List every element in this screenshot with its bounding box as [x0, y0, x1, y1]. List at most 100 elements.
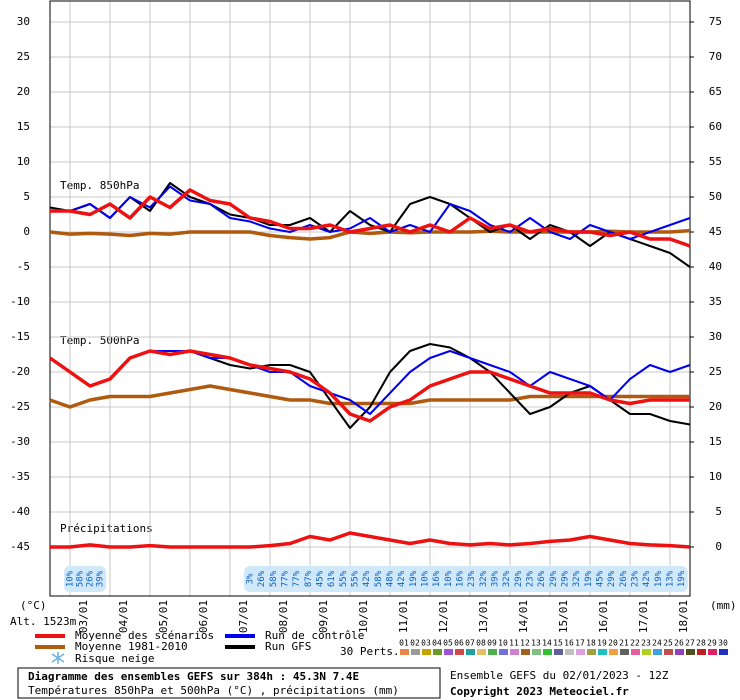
y-tick-label: -10 — [10, 295, 30, 308]
x-tick-label: 11/01 — [397, 600, 410, 633]
x-tick-label: 10/01 — [357, 600, 370, 633]
line-500 — [49, 384, 690, 409]
perturbation-swatch — [455, 649, 464, 655]
perturbation-swatch — [510, 649, 519, 655]
x-tick-label: 17/01 — [637, 600, 650, 633]
snow-risk-label: 26% — [86, 570, 96, 587]
perturbation-swatch — [576, 649, 585, 655]
snow-risk-label: 55% — [351, 570, 361, 587]
perturbation-label: 08 — [476, 639, 486, 648]
perturbation-label: 17 — [575, 639, 585, 648]
perturbation-label: 25 — [663, 639, 673, 648]
snow-risk-label: 32% — [479, 570, 489, 587]
snow-risk-label: 42% — [642, 570, 652, 587]
y2-tick-label: 30 — [709, 330, 722, 343]
y-tick-label: -30 — [10, 435, 30, 448]
snow-risk-label: 26% — [537, 570, 547, 587]
perturbation-swatch — [708, 649, 717, 655]
y-tick-label: -40 — [10, 505, 30, 518]
snow-risk-label: 39% — [96, 570, 106, 587]
snow-risk-label: 16% — [432, 570, 442, 587]
y2-tick-label: 50 — [709, 190, 722, 203]
snow-risk-label: 29% — [561, 570, 571, 587]
y2-tick-label: 55 — [709, 155, 722, 168]
snow-risk-label: 77% — [292, 570, 302, 587]
y-tick-label: -45 — [10, 540, 30, 553]
snow-risk-label: 29% — [549, 570, 559, 587]
snow-risk-label: 87% — [304, 570, 314, 587]
perturbation-swatch — [543, 649, 552, 655]
panel-label: Temp. 850hPa — [60, 179, 139, 192]
x-tick-label: 18/01 — [677, 600, 690, 633]
y2-tick-label: 5 — [715, 505, 722, 518]
line-500 — [48, 349, 690, 423]
perturbation-swatch — [521, 649, 530, 655]
snow-risk-label: 45% — [596, 570, 606, 587]
perturbation-label: 06 — [454, 639, 464, 648]
perturbation-swatch — [565, 649, 574, 655]
perturbation-label: 05 — [443, 639, 453, 648]
snow-risk-label: 58% — [76, 570, 86, 587]
footer-box — [17, 667, 441, 699]
perturbation-label: 07 — [465, 639, 475, 648]
perturbation-swatch — [400, 649, 409, 655]
snow-risk-label: 55% — [339, 570, 349, 587]
x-tick-label: 14/01 — [517, 600, 530, 633]
x-tick-label: 09/01 — [317, 600, 330, 633]
perturbation-swatch — [422, 649, 431, 655]
perturbation-label: 28 — [696, 639, 706, 648]
line-850 — [50, 188, 691, 248]
perturbation-label: 22 — [630, 639, 640, 648]
y2-tick-label: 10 — [709, 470, 722, 483]
snow-risk-label: 19% — [654, 570, 664, 587]
perturbation-swatch — [609, 649, 618, 655]
snow-risk-label: 29% — [514, 570, 524, 587]
perturbation-swatch — [686, 649, 695, 655]
snow-risk-label: 13% — [666, 570, 676, 587]
snow-risk-label: 42% — [362, 570, 372, 587]
legend-label: Run GFS — [265, 640, 311, 653]
snow-risk-label: 61% — [327, 570, 337, 587]
x-tick-label: 12/01 — [437, 600, 450, 633]
perturbation-label: 16 — [564, 639, 574, 648]
snow-risk-label: 26% — [257, 570, 267, 587]
y2-tick-label: 70 — [709, 50, 722, 63]
y2-tick-label: 60 — [709, 120, 722, 133]
y2-tick-label: 20 — [709, 400, 722, 413]
snow-risk-label: 42% — [397, 570, 407, 587]
y-tick-label: 20 — [17, 85, 30, 98]
y2-tick-label: 40 — [709, 260, 722, 273]
run-info: Ensemble GEFS du 02/01/2023 - 12Z — [450, 669, 669, 682]
snow-risk-label: 3% — [246, 573, 256, 584]
perturbation-swatch — [499, 649, 508, 655]
y-tick-label: 5 — [23, 190, 30, 203]
perturbation-label: 20 — [608, 639, 618, 648]
perturbations-label: 30 Perts. — [340, 645, 400, 658]
perturbation-label: 24 — [652, 639, 662, 648]
perturbation-swatch — [675, 649, 684, 655]
snow-risk-label: 23% — [467, 570, 477, 587]
y-axis-unit: (°C) — [20, 599, 47, 612]
y2-tick-label: 65 — [709, 85, 722, 98]
y-tick-label: 15 — [17, 120, 30, 133]
perturbation-label: 21 — [619, 639, 629, 648]
snow-risk-label: 29% — [607, 570, 617, 587]
legend-label: Moyenne des scénarios — [75, 629, 214, 642]
snow-risk-label: 19% — [677, 570, 687, 587]
perturbation-swatch — [532, 649, 541, 655]
perturbation-label: 09 — [487, 639, 497, 648]
perturbation-label: 03 — [421, 639, 431, 648]
perturbation-label: 27 — [685, 639, 695, 648]
snow-risk-label: 23% — [631, 570, 641, 587]
perturbation-swatch — [697, 649, 706, 655]
perturbation-swatch — [653, 649, 662, 655]
y-tick-label: -5 — [17, 260, 30, 273]
perturbation-label: 13 — [531, 639, 541, 648]
perturbation-label: 14 — [542, 639, 552, 648]
perturbation-swatch — [620, 649, 629, 655]
perturbation-label: 02 — [410, 639, 420, 648]
legend-label: Run de contrôle — [265, 629, 364, 642]
perturbation-swatch — [466, 649, 475, 655]
